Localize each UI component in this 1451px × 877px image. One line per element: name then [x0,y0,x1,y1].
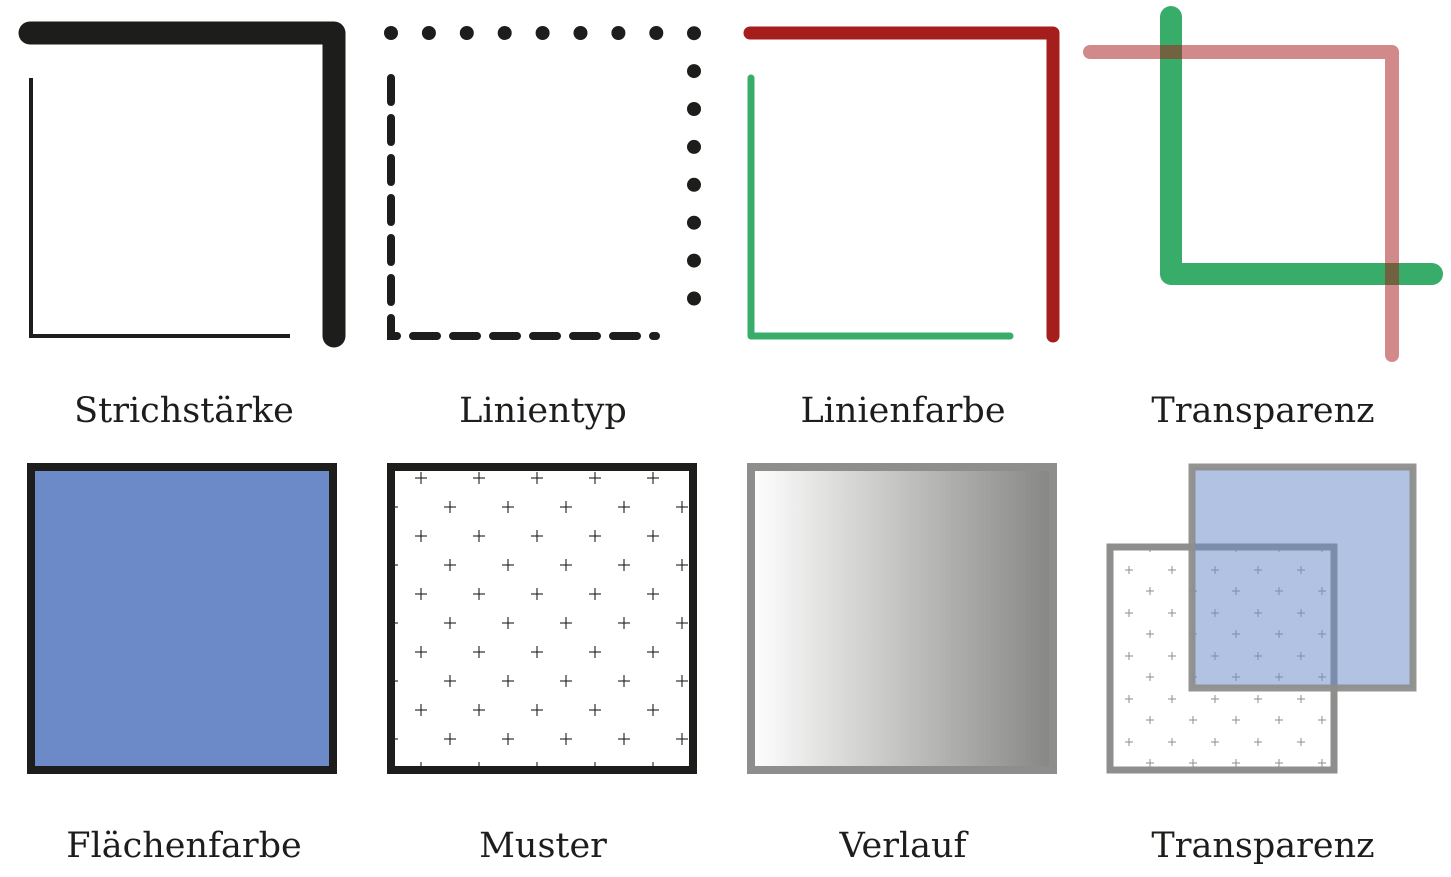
green-corner-stroke [751,78,1010,336]
caption-pattern: Muster [479,826,607,866]
caption-gradient: Verlauf [838,826,969,866]
panel-fill-color [31,467,333,770]
panel-line-width [30,33,334,336]
caption-line-color: Linienfarbe [800,391,1005,431]
caption-fill-transparency: Transparenz [1151,826,1374,866]
dashed-corner-stroke [391,78,656,336]
caption-line-type: Linientyp [459,391,627,431]
panel-line-color [750,33,1053,336]
dotted-corner-stroke [391,33,694,336]
thin-corner-stroke [31,78,290,336]
caption-line-width: Strichstärke [74,391,294,431]
panel-fill-transparency [1110,467,1413,770]
plus-pattern-square [391,467,693,770]
panel-gradient [751,467,1053,770]
thick-corner-stroke [30,33,334,336]
transparent-blue-square [1192,467,1413,688]
panel-line-transparency [1090,17,1432,355]
panel-pattern [391,467,693,770]
gradient-square [751,467,1053,770]
caption-line-transparency: Transparenz [1151,391,1374,431]
transparent-red-stroke [1090,52,1392,355]
red-corner-stroke [750,33,1053,336]
panel-line-type [391,33,694,336]
blue-filled-square [31,467,333,770]
caption-fill-color: Flächenfarbe [66,826,301,866]
